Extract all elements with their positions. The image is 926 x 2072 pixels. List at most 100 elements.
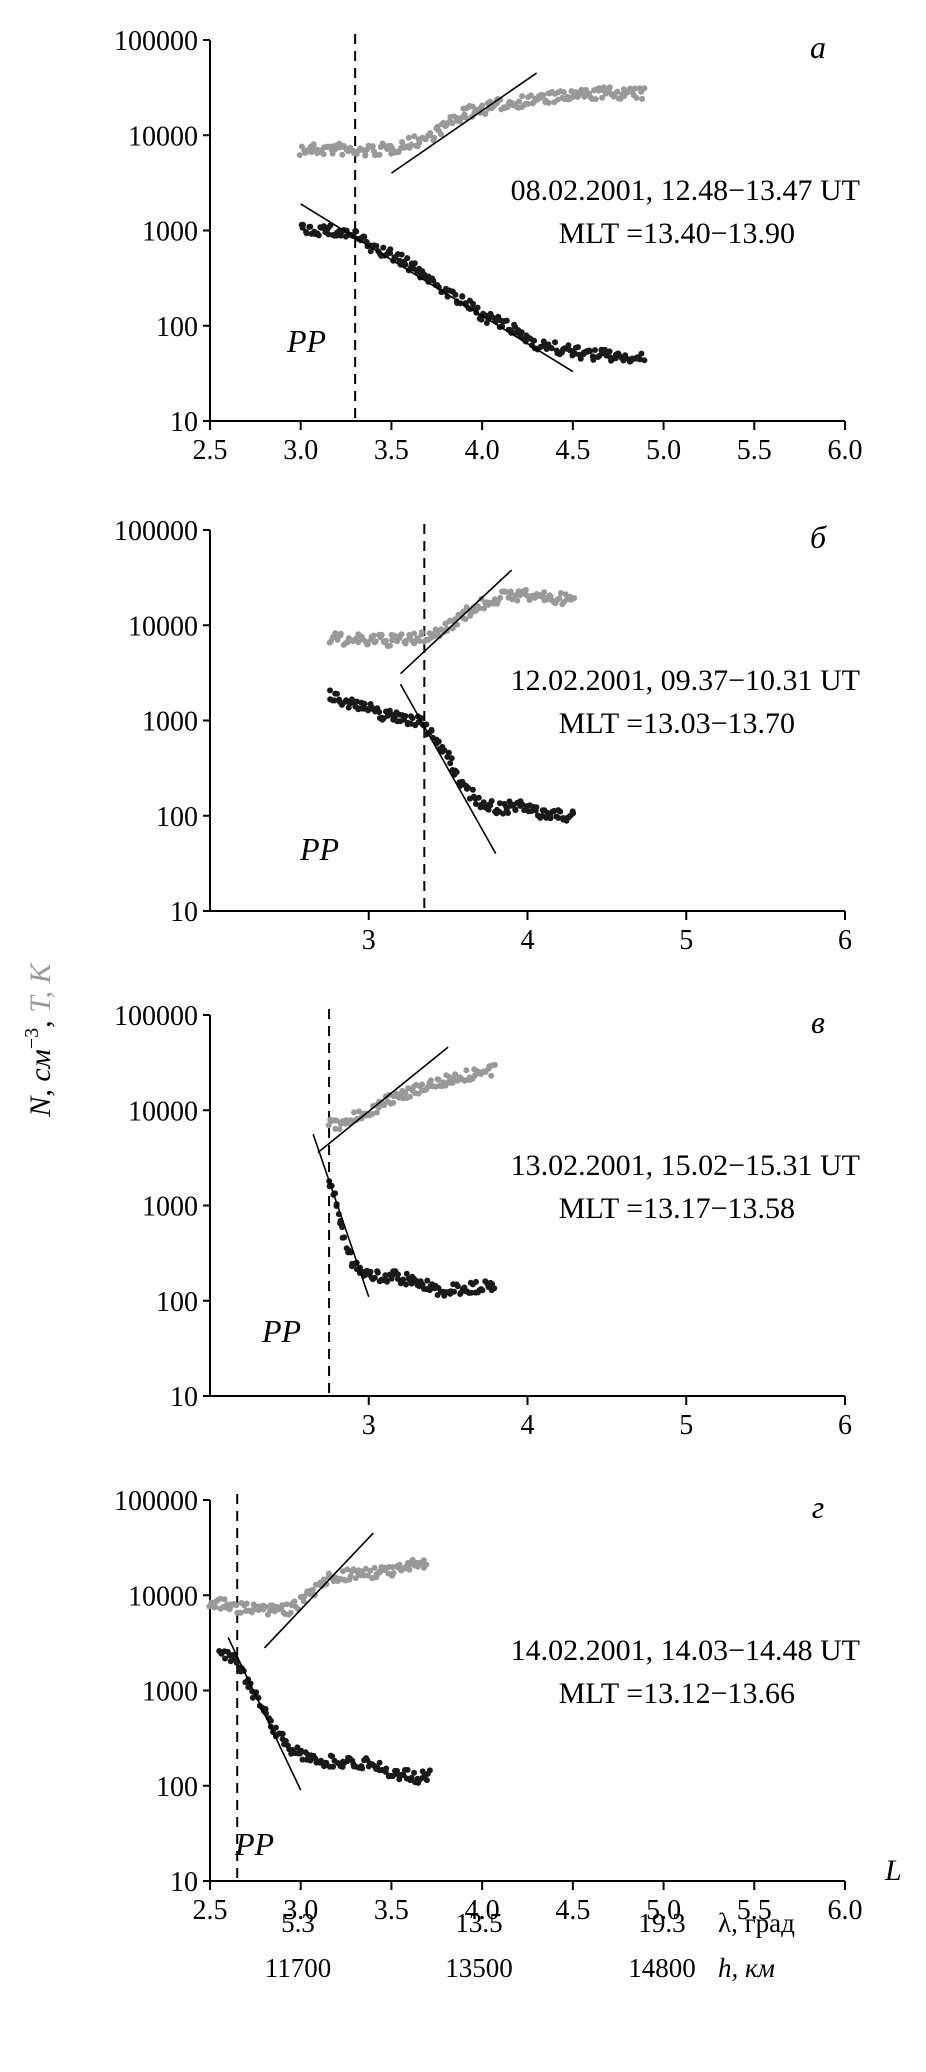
data-point [519, 801, 526, 808]
data-point [587, 348, 593, 355]
data-point [558, 590, 564, 596]
y-tick-label: 1000 [142, 217, 198, 248]
data-point [394, 1771, 401, 1777]
data-point [491, 1285, 498, 1292]
x-tick-label: 3 [362, 925, 376, 956]
data-point [372, 638, 379, 645]
data-point [480, 799, 487, 806]
fit-line-temperature [399, 569, 513, 675]
pp-label: PP [299, 831, 339, 867]
data-point [362, 1565, 369, 1572]
data-point [570, 810, 577, 817]
x-tick-label: 5.5 [737, 435, 772, 466]
data-point [376, 709, 383, 715]
data-point [481, 605, 487, 612]
fit-line-temperature [317, 1046, 449, 1154]
series-temperature [325, 1061, 498, 1133]
data-point [428, 727, 435, 734]
data-point [447, 760, 454, 767]
panel-3: 10 100 1000 10000 100000 3 4 5 6 в 13.02.2001, 15.… [114, 1001, 860, 1441]
data-point [371, 1564, 378, 1571]
data-point [411, 630, 418, 637]
series-density [216, 1648, 433, 1786]
data-point [592, 96, 599, 103]
data-point [452, 291, 459, 298]
data-point [243, 1600, 250, 1607]
data-point [448, 755, 455, 762]
data-point [370, 632, 377, 639]
fit-line-temperature [263, 1532, 374, 1649]
data-point [479, 102, 486, 109]
h-value-3: 14800 [628, 1953, 696, 1983]
x-tick-label: 6.0 [828, 435, 863, 466]
data-point [390, 1099, 397, 1106]
data-point [599, 94, 606, 101]
x-tick-label: 2.5 [193, 435, 228, 466]
y-tick-label: 10 [170, 1382, 198, 1413]
y-tick-label: 100000 [114, 1001, 198, 1032]
series-density [298, 221, 648, 365]
data-point [545, 99, 552, 106]
data-point [361, 700, 368, 707]
data-point [590, 356, 597, 363]
data-point [299, 1756, 306, 1763]
data-point [473, 1278, 479, 1285]
data-point [237, 1609, 244, 1616]
data-point [233, 1602, 240, 1609]
data-point [641, 85, 648, 92]
h-value-1: 11700 [265, 1953, 332, 1983]
data-point [503, 317, 510, 324]
data-point [331, 697, 338, 704]
data-point [507, 590, 514, 597]
x-tick-label: 4 [521, 925, 535, 956]
data-point [428, 1077, 434, 1084]
data-point [419, 1081, 426, 1088]
series-temperature [206, 1556, 430, 1618]
panel-label: г [812, 1489, 824, 1525]
x-tick-label: 2.5 [193, 1895, 228, 1926]
x-tick-label: 3.5 [374, 435, 409, 466]
data-point [262, 1603, 269, 1610]
x-tick-label: 5.5 [737, 1895, 772, 1926]
data-point [405, 134, 412, 141]
fit-line-density [300, 203, 574, 373]
data-point [325, 1122, 332, 1129]
data-point [221, 1596, 228, 1603]
data-point [327, 687, 333, 694]
data-point [300, 221, 306, 228]
data-point [402, 261, 409, 268]
x-tick-label: 3.0 [283, 435, 318, 466]
x-tick-label: 4.5 [555, 435, 590, 466]
data-point [572, 89, 579, 96]
data-point [262, 1706, 269, 1712]
data-point [296, 152, 303, 159]
data-point [541, 589, 548, 596]
x-tick-label: 4 [521, 1410, 535, 1441]
panel-label: а [810, 29, 826, 65]
data-point [479, 1287, 486, 1294]
data-point [398, 251, 405, 258]
data-point [374, 1109, 380, 1116]
data-point [341, 1234, 348, 1241]
y-label-separator: , [24, 1013, 57, 1028]
data-point [459, 293, 466, 300]
y-tick-label: 10000 [128, 1096, 198, 1127]
data-point [478, 316, 485, 323]
data-point [362, 151, 369, 158]
data-point [371, 1274, 378, 1281]
data-point [287, 1609, 294, 1616]
pp-label: PP [261, 1313, 301, 1349]
data-point [491, 1061, 498, 1068]
data-point [389, 145, 396, 152]
panel-4: 10 100 1000 10000 100000 2.5 3.0 3.5 4.0 4.5 5.0 5.… [114, 1486, 863, 1926]
data-point [359, 1765, 366, 1772]
y-tick-label: 1000 [142, 707, 198, 738]
data-point [514, 597, 521, 604]
y-tick-label: 100 [156, 1287, 198, 1318]
data-point [381, 1102, 388, 1109]
data-point [403, 1281, 409, 1288]
data-point [474, 304, 481, 311]
data-point [447, 617, 454, 624]
data-point [389, 1564, 396, 1571]
